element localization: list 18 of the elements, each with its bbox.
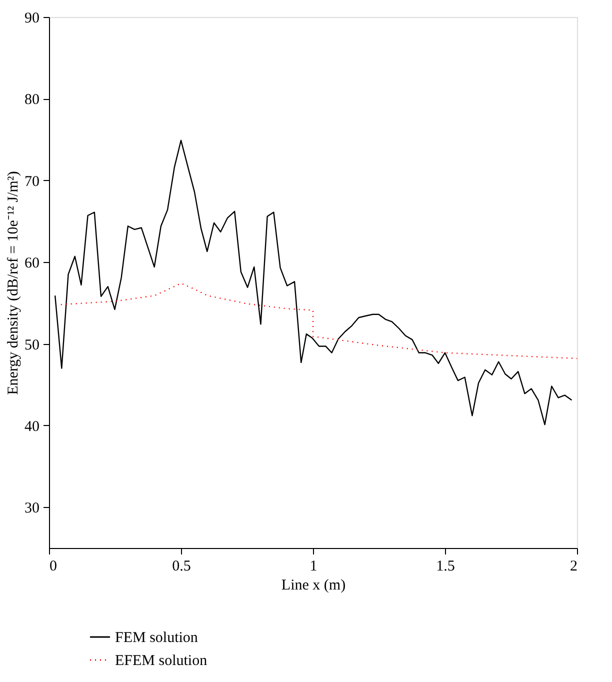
y-axis-title: Energy density (dB/ref = 10e⁻¹² J/m²) bbox=[6, 171, 22, 395]
x-axis-title: Line x (m) bbox=[281, 578, 346, 594]
y-tick-label: 90 bbox=[24, 10, 40, 26]
y-tick-label: 70 bbox=[24, 174, 40, 190]
y-tick-label: 30 bbox=[24, 500, 40, 517]
line-series bbox=[54, 140, 572, 426]
y-tick-label: 40 bbox=[24, 418, 40, 435]
line-series bbox=[60, 282, 577, 360]
legend-label: EFEM solution bbox=[115, 653, 208, 669]
x-tick-label: 1.5 bbox=[436, 558, 455, 574]
y-tick-label: 80 bbox=[24, 92, 40, 108]
x-tick-label: 1 bbox=[310, 558, 318, 574]
x-tick-label: 0.5 bbox=[172, 558, 191, 574]
x-tick-label: 0 bbox=[50, 558, 57, 574]
y-tick-label: 50 bbox=[24, 337, 40, 354]
legend-label: FEM solution bbox=[115, 630, 198, 646]
y-tick-label: 60 bbox=[24, 256, 40, 272]
x-tick-label: 2 bbox=[570, 558, 578, 574]
